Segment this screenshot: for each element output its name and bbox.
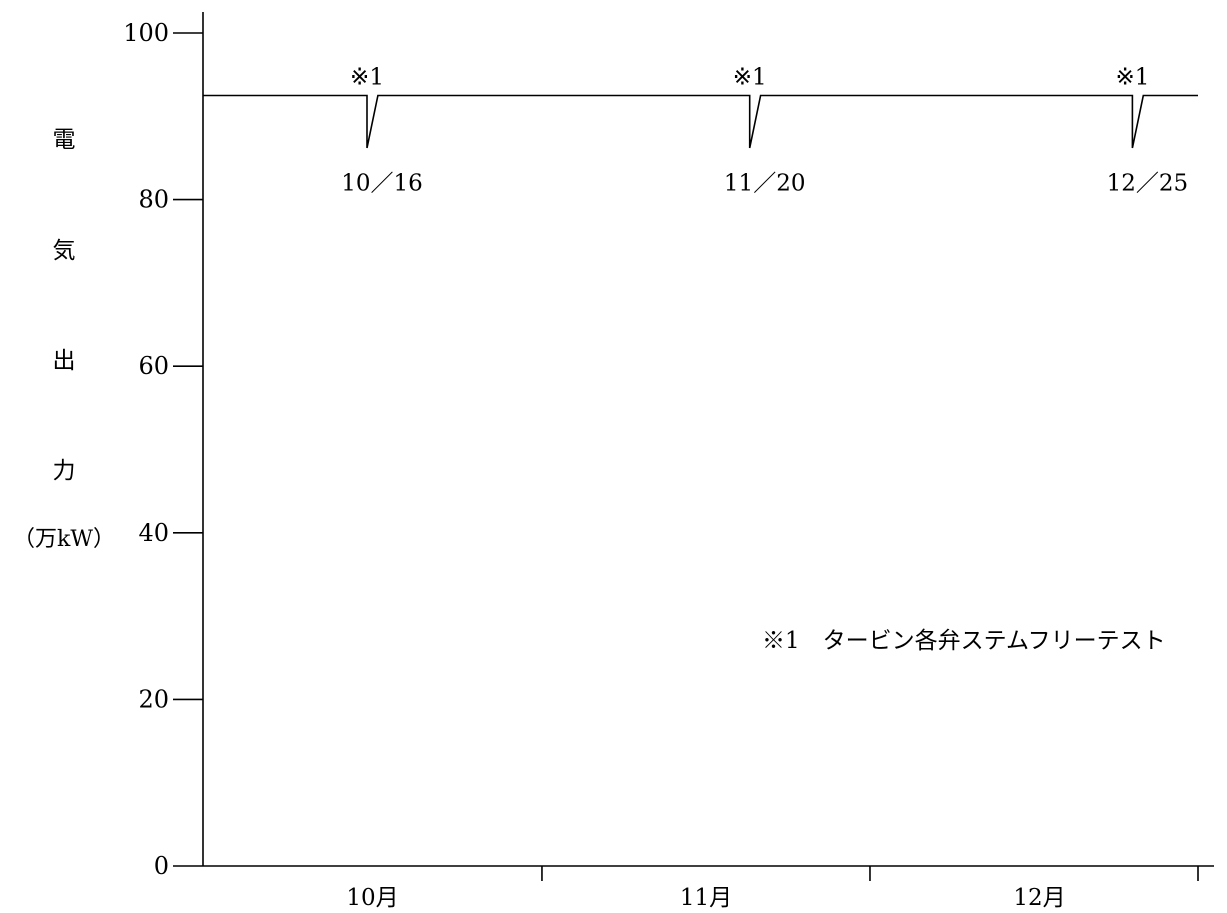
y-tick-label: 40 [138, 519, 169, 547]
y-axis-label-char: 力 [53, 458, 76, 484]
annotation-date-label: 12／25 [1107, 170, 1189, 196]
series-group [203, 94, 1198, 149]
y-axis-label-char: 気 [53, 238, 76, 264]
y-axis-ticks: 0 20 40 60 80 100 [123, 19, 203, 880]
annotation-date-label: 11／20 [724, 170, 806, 196]
annotation-marker: ※1 [350, 64, 384, 90]
y-tick-label: 0 [154, 852, 169, 880]
axes [202, 12, 1214, 867]
y-axis-label-char: 電 [53, 127, 76, 153]
x-month-label: 12月 [1013, 885, 1065, 911]
annotation-date-label: 10／16 [341, 170, 423, 196]
annotations: ※1 10／16 ※1 11／20 ※1 12／25 [341, 64, 1188, 196]
annotation-marker: ※1 [733, 64, 767, 90]
x-month-label: 11月 [680, 885, 732, 911]
x-month-label: 10月 [346, 885, 398, 911]
y-tick-label: 60 [138, 352, 169, 380]
y-tick-label: 20 [138, 685, 169, 713]
y-tick-label: 100 [123, 19, 169, 47]
y-tick-label: 80 [138, 186, 169, 214]
x-axis-ticks: 10月 11月 12月 [346, 866, 1199, 911]
annotation-marker: ※1 [1115, 64, 1149, 90]
footnote: ※1 タービン各弁ステムフリーテスト [762, 628, 1166, 654]
y-axis-label-char: 出 [53, 348, 76, 374]
series-line [203, 94, 1198, 149]
y-axis-label-unit: （万kW） [13, 527, 115, 552]
